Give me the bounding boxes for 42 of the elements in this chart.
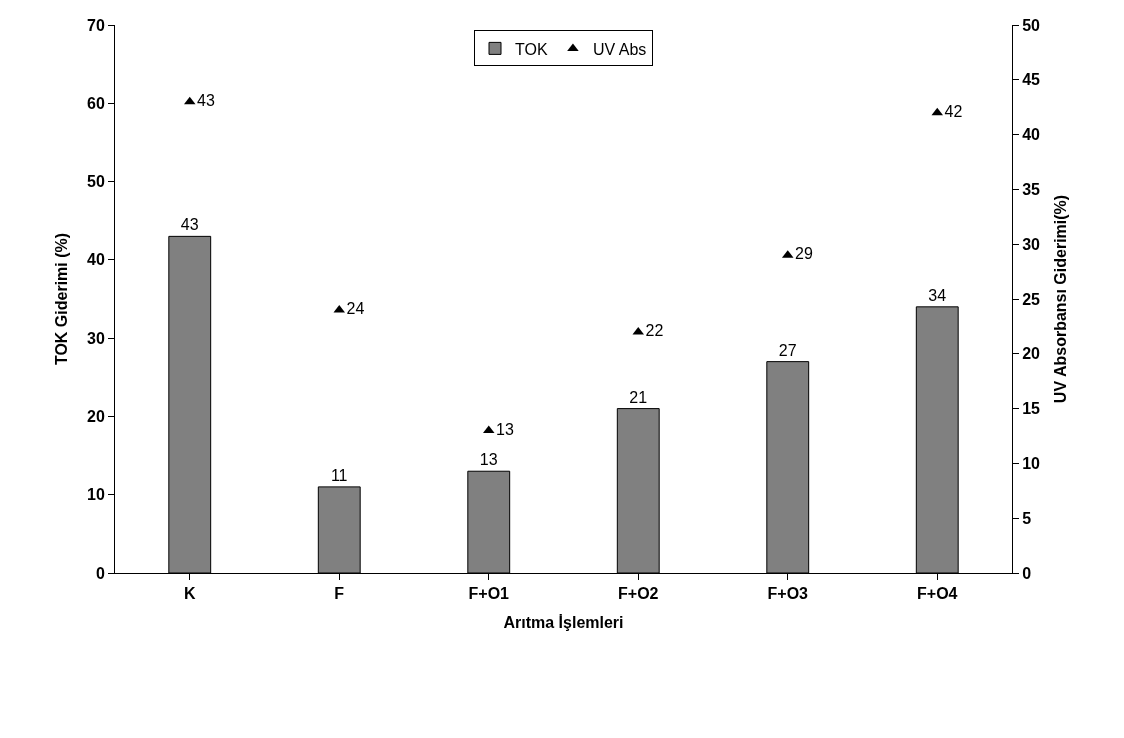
y-axis-title: TOK Giderimi (%) (52, 232, 70, 366)
x-tick-label: F (334, 585, 345, 603)
data-label: 43 (180, 216, 199, 234)
legend-label: TOK (515, 40, 548, 58)
x-tick-label: K (183, 585, 196, 603)
y2-tick-label: 10 (1022, 455, 1041, 472)
y-tick-label: 0 (95, 564, 105, 582)
y2-tick-label: 20 (1022, 345, 1041, 363)
y2-tick-label: 15 (1022, 400, 1041, 418)
y-tick-label: 30 (87, 329, 105, 347)
legend-label: UV Abs (592, 40, 647, 58)
x-axis-title: Arıtma İşlemleri (503, 613, 624, 631)
x-tick-label: F+O1 (468, 585, 510, 603)
y-tick-label: 70 (87, 16, 105, 34)
y2-axis-title: UV Absorbansı Giderimi(%) (1051, 194, 1069, 404)
y2-tick-label: 50 (1022, 16, 1041, 34)
y-tick-label: 50 (87, 173, 105, 191)
x-tick-label: F+O2 (618, 585, 659, 603)
y-tick-label: 20 (87, 408, 105, 426)
data-label: 11 (330, 466, 348, 484)
data-label: 13 (496, 420, 514, 438)
y-tick-label: 10 (87, 486, 105, 504)
data-label: 13 (479, 451, 498, 469)
y2-tick-label: 0 (1022, 564, 1032, 582)
y2-tick-label: 5 (1022, 509, 1032, 527)
data-label: 24 (346, 299, 365, 317)
y-tick-label: 40 (87, 251, 105, 269)
data-label: 27 (778, 341, 797, 359)
y2-tick-label: 35 (1022, 181, 1041, 198)
data-label: 22 (645, 321, 664, 339)
y2-tick-label: 45 (1022, 71, 1041, 89)
x-tick-label: F+O3 (767, 585, 809, 603)
y2-tick-label: 30 (1022, 235, 1041, 253)
data-label: 34 (928, 286, 947, 304)
y2-tick-label: 25 (1022, 290, 1041, 308)
y-tick-label: 60 (87, 94, 105, 112)
data-label: 43 (197, 91, 215, 109)
data-label: 29 (795, 245, 813, 263)
x-tick-label: F+O4 (917, 585, 958, 603)
data-label: 42 (944, 102, 963, 120)
data-label: 21 (629, 388, 648, 406)
y2-tick-label: 40 (1022, 126, 1041, 144)
